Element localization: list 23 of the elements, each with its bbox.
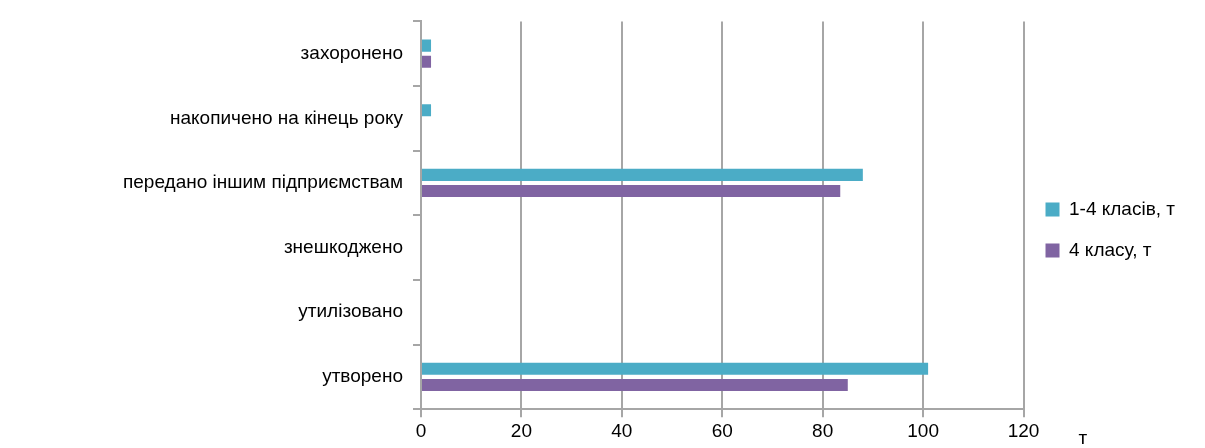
y-tick-label: утилізовано bbox=[298, 300, 403, 322]
x-tick-label: 60 bbox=[711, 419, 733, 441]
bar bbox=[422, 185, 841, 198]
bar bbox=[422, 168, 863, 181]
bar bbox=[422, 104, 432, 117]
y-tick-label: знешкоджено bbox=[283, 235, 403, 257]
x-axis-title: т bbox=[1078, 427, 1088, 448]
bar bbox=[422, 362, 929, 375]
y-tick-label: захоронено bbox=[300, 41, 403, 63]
bar bbox=[422, 39, 432, 52]
x-tick-label: 120 bbox=[1007, 419, 1040, 441]
x-tick-label: 20 bbox=[510, 419, 532, 441]
y-tick-label: накопичено на кінець року bbox=[169, 106, 404, 128]
y-tick-label: передано іншим підприємствам bbox=[122, 171, 403, 193]
x-tick-label: 0 bbox=[415, 419, 427, 441]
x-tick-label: 100 bbox=[907, 419, 939, 441]
x-tick-label: 40 bbox=[611, 419, 633, 441]
y-tick-label: утворено bbox=[322, 365, 403, 387]
x-tick-label: 80 bbox=[812, 419, 834, 441]
bar bbox=[422, 55, 432, 68]
legend-label: 1-4 класів, т bbox=[1069, 197, 1176, 219]
bar bbox=[422, 378, 848, 392]
legend-label: 4 класу, т bbox=[1069, 238, 1152, 260]
